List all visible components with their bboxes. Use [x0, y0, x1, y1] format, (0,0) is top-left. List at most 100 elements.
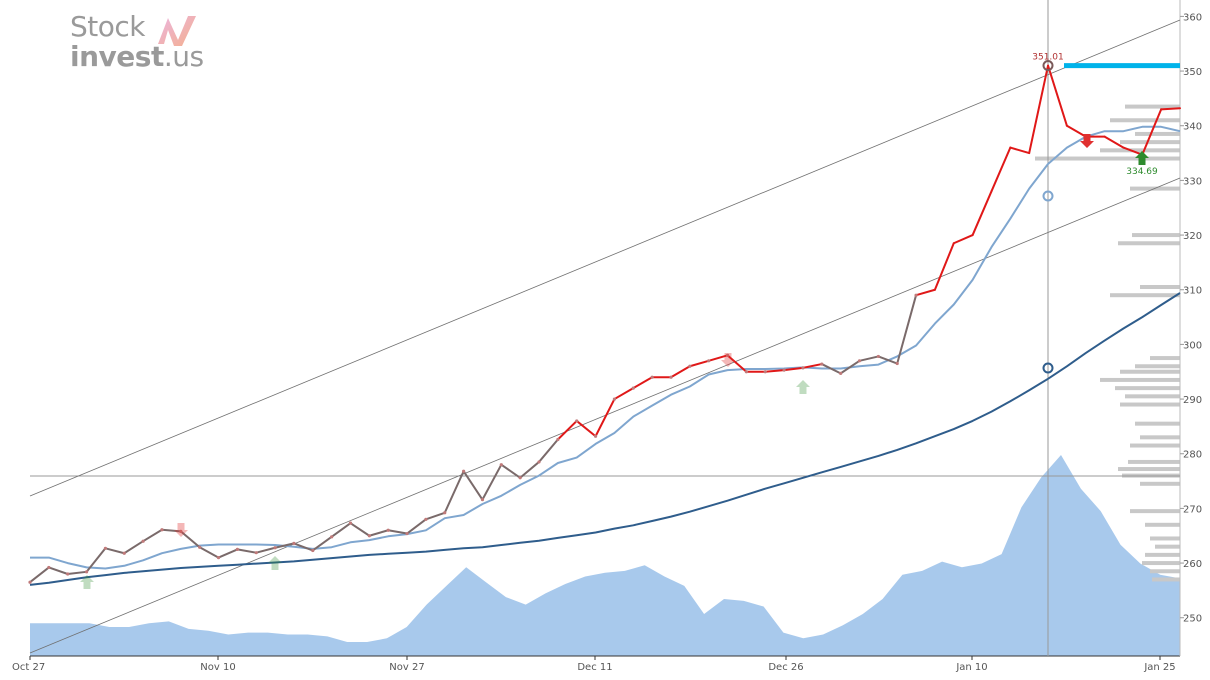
price-point [160, 528, 164, 532]
y-tick-label: 320 [1183, 231, 1202, 242]
price-segment [142, 528, 163, 543]
price-segment [29, 566, 50, 584]
series-lines-layer [28, 64, 1181, 586]
volume-profile-bar [1110, 118, 1180, 123]
price-point [857, 359, 862, 363]
sell-signal-arrow [721, 353, 735, 367]
short-ma-marker [1042, 190, 1054, 202]
x-axis: Oct 27 Nov 10 Nov 27 Dec 11 Dec 26 Jan 10 Jan … [12, 656, 1176, 673]
price-segment [104, 547, 126, 555]
price-point [198, 545, 202, 549]
y-tick-label: 360 [1183, 12, 1202, 23]
price-point [367, 534, 371, 538]
buy-signal-arrow [796, 380, 810, 394]
price-segment [820, 363, 842, 375]
volume-profile-bar [1140, 285, 1180, 289]
price-point [216, 556, 221, 560]
price-point [669, 375, 673, 379]
price-point [405, 531, 409, 536]
volume-profile-bar [1118, 241, 1180, 246]
price-point [876, 354, 880, 359]
price-segment [839, 359, 861, 375]
price-point [462, 469, 466, 473]
price-point [28, 580, 32, 584]
volume-profile-bar [1120, 140, 1180, 145]
y-tick-label: 340 [1183, 122, 1202, 133]
logo-mark-icon [158, 16, 196, 46]
y-tick-label: 270 [1183, 504, 1202, 515]
price-point [330, 535, 334, 539]
price-segment [160, 528, 182, 533]
price-point [575, 419, 579, 423]
volume-profile-bar [1135, 421, 1180, 426]
y-tick-label: 330 [1183, 176, 1202, 187]
volume-profile-bar [1155, 544, 1180, 549]
price-point [725, 353, 730, 357]
logo-word-invest: invest.us [70, 40, 204, 73]
volume-profile-bar [1125, 104, 1180, 109]
y-tick-label: 350 [1183, 67, 1202, 78]
price-point [499, 463, 503, 467]
price-segment [1047, 64, 1068, 127]
volume-profile-bar [1130, 443, 1180, 448]
price-point [782, 368, 786, 372]
x-tick-label: Jan 10 [955, 662, 987, 673]
y-tick-label: 310 [1183, 286, 1202, 297]
buy-signal-arrow [268, 556, 282, 570]
volume-profile-bar [1100, 148, 1180, 153]
annotation-layer: 351.01 334.69 [80, 53, 1180, 589]
volume-profile-bar [1142, 561, 1180, 566]
x-tick-label: Oct 27 [12, 662, 45, 673]
price-point [103, 546, 108, 550]
price-segment [1122, 146, 1144, 156]
volume-profile-bar [1150, 569, 1180, 574]
low-label: 334.69 [1126, 167, 1158, 177]
price-point [556, 437, 560, 442]
volume-profile-bar [1150, 536, 1180, 541]
long-moving-average-line [29, 292, 1181, 586]
high-label: 351.01 [1032, 53, 1064, 63]
price-point [820, 362, 824, 366]
price-point [66, 572, 70, 576]
volume-area [30, 455, 1180, 656]
x-tick-label: Nov 10 [200, 662, 235, 673]
price-point [612, 397, 617, 401]
price-point [235, 547, 239, 552]
price-point [292, 541, 296, 545]
price-segment [1160, 107, 1181, 111]
price-point [688, 364, 692, 368]
price-segment [877, 355, 899, 365]
price-segment [349, 522, 371, 537]
price-point [480, 498, 485, 502]
price-segment [274, 542, 295, 549]
volume-profile-bar [1120, 402, 1180, 407]
price-segment [1103, 135, 1125, 149]
price-segment [443, 470, 465, 514]
volume-area-layer [30, 455, 1180, 656]
price-point [801, 366, 805, 370]
volume-profile-bar [1140, 435, 1180, 440]
price-segment [47, 566, 69, 575]
price-segment [556, 419, 578, 441]
price-segment [1141, 108, 1163, 156]
price-segment [179, 530, 201, 549]
price-segment [952, 234, 974, 245]
volume-profile-bar [1140, 481, 1180, 486]
price-point [763, 370, 767, 374]
price-segment [990, 146, 1012, 193]
sell-signal-arrow [174, 523, 188, 537]
price-segment [971, 190, 993, 237]
price-segment [255, 546, 277, 554]
price-point [914, 293, 918, 297]
price-point [443, 511, 447, 515]
price-segment [669, 365, 691, 379]
price-segment [311, 535, 333, 552]
y-tick-label: 290 [1183, 395, 1202, 406]
price-point [47, 565, 51, 570]
volume-profile-bar [1118, 467, 1180, 472]
price-segment [726, 354, 748, 373]
volume-profile-bar [1145, 552, 1180, 557]
price-segment [368, 529, 390, 537]
short-moving-average-line [30, 125, 1181, 570]
price-point [311, 548, 315, 553]
